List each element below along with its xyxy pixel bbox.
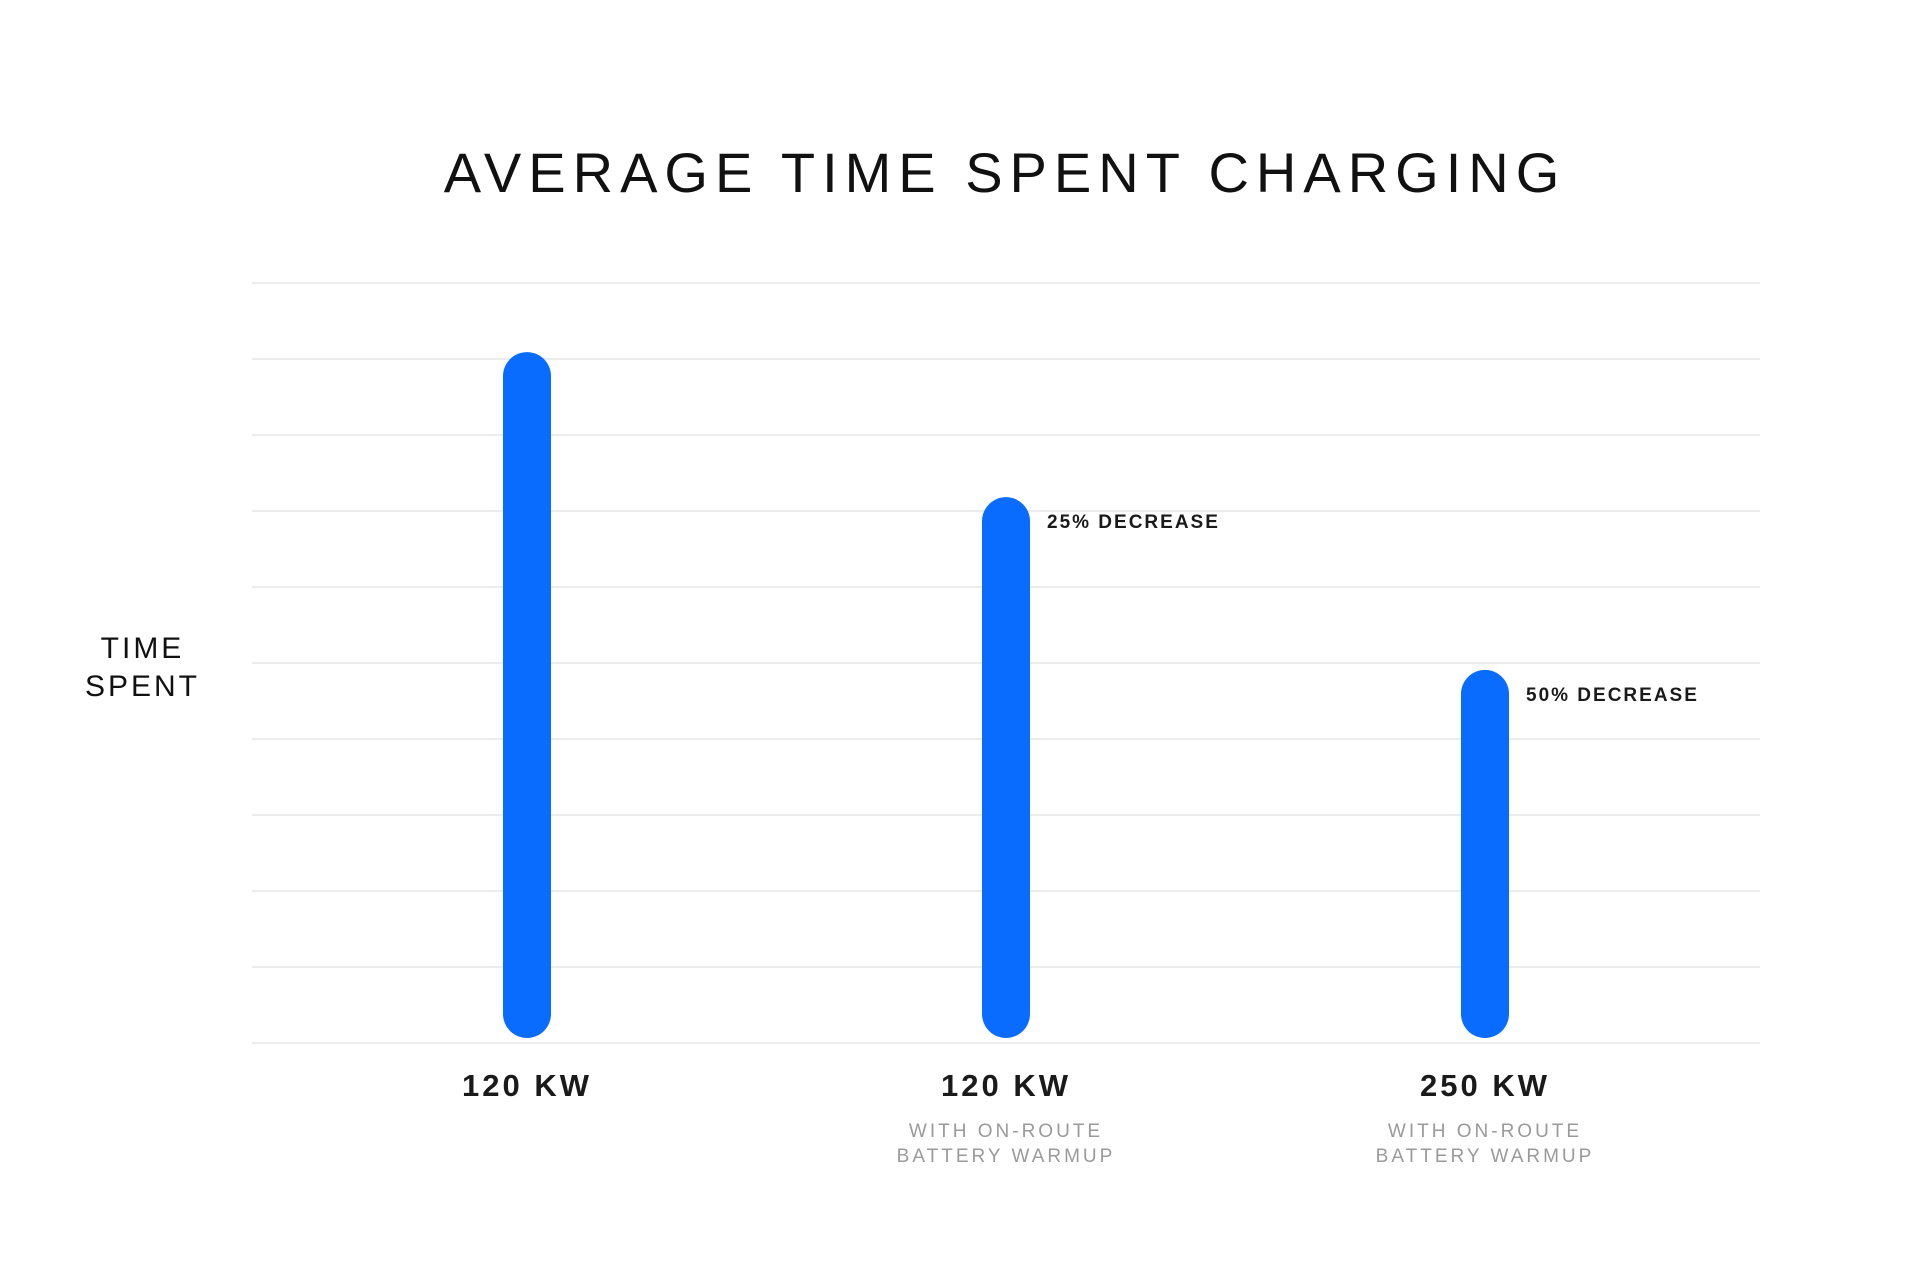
- bar: [503, 352, 551, 1038]
- bar-annotation: 50% DECREASE: [1526, 685, 1699, 706]
- y-axis-label-line-2: SPENT: [84, 670, 201, 703]
- x-category-label: 120 KW: [941, 1068, 1071, 1103]
- x-category-sublabel: BATTERY WARMUP: [1376, 1146, 1595, 1167]
- x-category-sublabel: WITH ON-ROUTE: [909, 1121, 1103, 1142]
- y-axis-label-line-1: TIME: [100, 632, 185, 665]
- bar-annotation: 25% DECREASE: [1047, 512, 1220, 533]
- x-category-sublabel: WITH ON-ROUTE: [1388, 1121, 1582, 1142]
- chart-title: AVERAGE TIME SPENT CHARGING: [443, 141, 1567, 204]
- x-category-sublabel: BATTERY WARMUP: [897, 1146, 1116, 1167]
- bar: [982, 497, 1030, 1038]
- x-category-label: 250 KW: [1420, 1068, 1550, 1103]
- x-category-label: 120 KW: [462, 1068, 592, 1103]
- bar: [1461, 669, 1509, 1038]
- y-axis-label: TIME SPENT: [70, 630, 215, 706]
